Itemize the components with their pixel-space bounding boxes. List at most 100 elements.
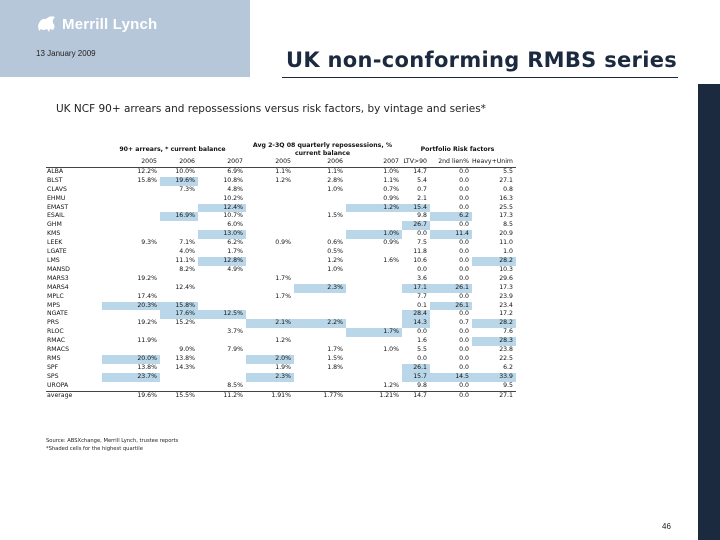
- table-cell: 1.1%: [275, 167, 291, 175]
- table-cell: 1.2%: [383, 381, 399, 389]
- table-cell: 13.0%: [198, 230, 246, 240]
- table-cell: 15.2%: [175, 319, 195, 327]
- table-cell: [160, 230, 198, 239]
- table-cell: 0.0: [459, 194, 469, 202]
- table-subtitle: UK NCF 90+ arrears and repossessions ver…: [56, 103, 486, 115]
- table-cell: 19.2%: [137, 274, 157, 282]
- table-cell: 12.5%: [198, 310, 246, 320]
- table-row: MARS3 19.2% 1.7% 3.6 0.0 29.6: [46, 275, 516, 284]
- title-divider: [282, 77, 678, 78]
- table-cell: 28.2: [472, 256, 516, 266]
- table-row: MANSD 8.2% 4.9% 1.0% 0.0 0.0 10.3: [46, 266, 516, 275]
- table-cell: 17.2: [499, 310, 513, 318]
- table-cell: [246, 266, 294, 275]
- table-cell: [294, 221, 346, 230]
- table-cell: 15.8%: [137, 176, 157, 184]
- row-label: SPS: [47, 372, 59, 380]
- table-cell: 0.0: [459, 363, 469, 371]
- table-cell: 1.0%: [327, 185, 343, 193]
- table-cell: 1.7%: [327, 346, 343, 354]
- table-cell: 15.4: [402, 203, 430, 213]
- table-cell: 9.5: [503, 381, 513, 389]
- table-cell: [198, 293, 246, 302]
- table-cell: 1.5%: [327, 212, 343, 220]
- table-cell: 0.9%: [275, 239, 291, 247]
- table-cell: 1.7%: [275, 292, 291, 300]
- table-cell: [294, 204, 346, 213]
- table-cell: 26.1: [402, 363, 430, 373]
- table-cell: [246, 212, 294, 221]
- column-header: 2006: [160, 158, 198, 168]
- table-cell: 25.5: [499, 203, 513, 211]
- table-cell: [346, 319, 402, 328]
- table-cell: 7.9%: [227, 346, 243, 354]
- table-cell: [102, 195, 160, 204]
- table-cell: 20.0%: [102, 354, 160, 364]
- table-cell: 26.1: [430, 301, 472, 311]
- table-row: MPLC 17.4% 1.7% 7.7 0.0 23.9: [46, 293, 516, 302]
- column-header: 2005: [246, 158, 294, 168]
- page-title: UK non-conforming RMBS series: [286, 48, 678, 72]
- table-cell: 11.4: [430, 230, 472, 240]
- table-cell: 0.0: [459, 274, 469, 282]
- footnote-shading: *Shaded cells for the highest quartile: [46, 446, 143, 452]
- table-cell: [246, 195, 294, 204]
- table-cell: [246, 257, 294, 266]
- side-bar: [698, 84, 720, 540]
- table-cell: 2.3%: [246, 372, 294, 382]
- table-cell: [102, 284, 160, 293]
- table-cell: [294, 195, 346, 204]
- table-cell: 23.9: [499, 292, 513, 300]
- table-cell: 8.2%: [179, 265, 195, 273]
- table-cell: [294, 337, 346, 346]
- table-row: RMAC 11.9% 1.2% 1.6 0.0 28.3: [46, 337, 516, 347]
- table-cell: 23.4: [499, 301, 513, 309]
- average-row: average 19.6% 15.5% 11.2% 1.91% 1.77% 1.21% 14.…: [46, 390, 516, 401]
- table-cell: 12.4%: [175, 283, 195, 291]
- table-row: LGATE 4.0% 1.7% 0.5% 11.8 0.0 1.0: [46, 248, 516, 257]
- column-header-row: 2005 2006 2007 2005 2006 2007 LTV>90 2nd…: [46, 158, 516, 168]
- table-cell: 19.2%: [137, 319, 157, 327]
- table-cell: 6.0%: [227, 221, 243, 229]
- row-label: RMS: [47, 354, 61, 362]
- table-cell: [198, 337, 246, 346]
- report-date: 13 January 2009: [36, 49, 96, 58]
- table-cell: [246, 302, 294, 311]
- table-cell: 0.6%: [327, 239, 343, 247]
- column-header: 2nd lien%: [430, 158, 472, 168]
- table-cell: 14.5: [430, 372, 472, 382]
- table-cell: 10.0%: [175, 167, 195, 175]
- table-cell: 11.8: [413, 248, 427, 256]
- group-header-risk-factors: Portfolio Risk factors: [420, 145, 495, 153]
- table-cell: 1.0%: [383, 346, 399, 354]
- row-label: UROPA: [47, 381, 69, 389]
- column-header: 2007: [346, 158, 402, 168]
- table-cell: 0.0: [459, 185, 469, 193]
- column-header: 2007: [198, 158, 246, 168]
- table-cell: 0.9%: [383, 239, 399, 247]
- table-cell: 2.0%: [246, 354, 294, 364]
- table-row: EMAST 12.4% 1.2% 15.4 0.0 25.5: [46, 203, 516, 213]
- table-cell: 1.8%: [327, 363, 343, 371]
- table-cell: 23.8: [499, 346, 513, 354]
- table-cell: 0.8: [503, 185, 513, 193]
- row-label: CLAVS: [47, 185, 67, 193]
- table-cell: 1.77%: [294, 390, 346, 401]
- table-cell: 1.9%: [275, 363, 291, 371]
- row-label: LGATE: [47, 248, 67, 256]
- table-cell: 5.5: [417, 346, 427, 354]
- table-row: ESAIL 16.9% 10.7% 1.5% 9.8 6.2 17.3: [46, 212, 516, 222]
- table-cell: [246, 328, 294, 337]
- row-label: RLOC: [47, 328, 64, 336]
- table-cell: 7.5: [417, 239, 427, 247]
- table-cell: [294, 310, 346, 319]
- table-cell: 9.8: [417, 212, 427, 220]
- table-cell: 28.3: [472, 337, 516, 347]
- table-cell: 1.0: [503, 248, 513, 256]
- row-label: MANSD: [47, 265, 70, 273]
- row-label: EMAST: [47, 203, 69, 211]
- table-cell: [198, 373, 246, 382]
- table-cell: 0.7: [417, 185, 427, 193]
- table-row: SPF 13.8% 14.3% 1.9% 1.8% 26.1 0.0 6.2: [46, 363, 516, 373]
- table-row: BLST 15.8% 19.6% 10.8% 1.2% 2.8% 1.1% 5.4 0.0 27.…: [46, 176, 516, 186]
